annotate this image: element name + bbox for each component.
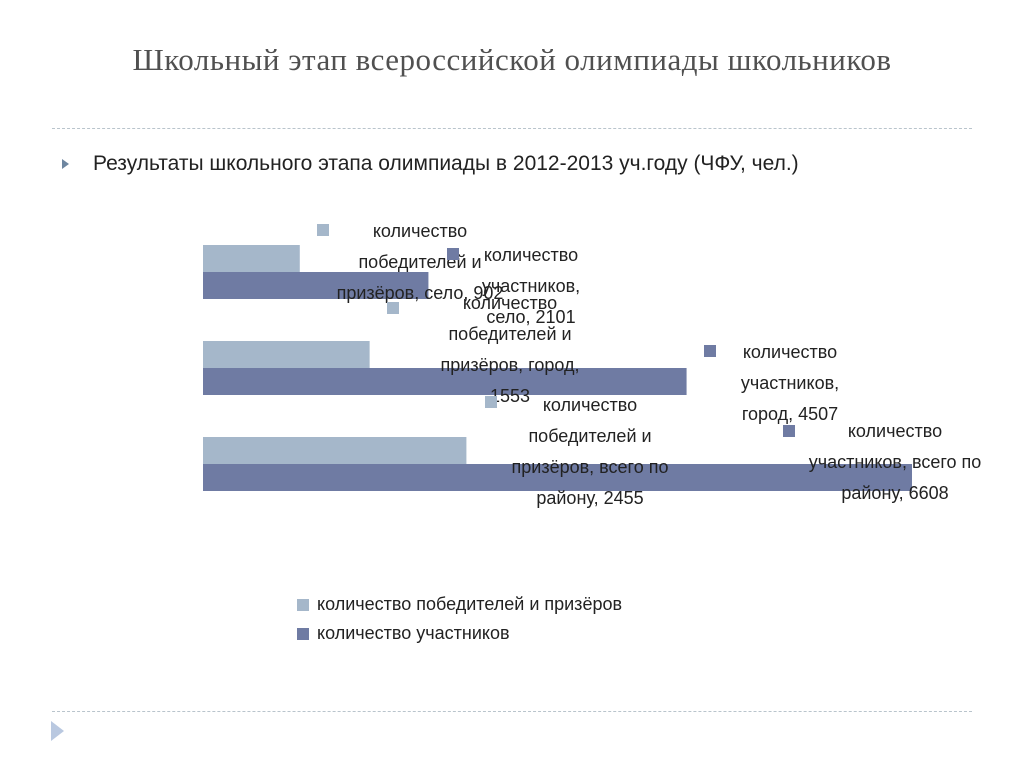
data-label-marker-winners-1	[387, 302, 399, 314]
data-label-marker-participants-0	[447, 248, 459, 260]
slide-nav-triangle-icon	[51, 721, 64, 741]
data-label-winners-2: количество победителей и призёров, всего…	[511, 395, 669, 508]
data-label-marker-participants-2	[783, 425, 795, 437]
slide-title: Школьный этап всероссийской олимпиады шк…	[132, 42, 892, 77]
legend-swatch-participants	[297, 627, 309, 640]
bottom-divider	[52, 711, 972, 712]
data-label-marker-winners-2	[485, 396, 497, 408]
data-label-participants-2: количество участников, всего по району, …	[808, 421, 982, 503]
legend-item-winners: количество победителей и призёров	[297, 590, 622, 619]
legend-swatch-winners	[297, 598, 309, 611]
data-label-winners-1: количество победителей и призёров, город…	[440, 293, 580, 406]
bullet-row: Результаты школьного этапа олимпиады в 2…	[60, 152, 960, 176]
chart-legend: количество победителей и призёров количе…	[297, 590, 622, 648]
top-divider	[52, 128, 972, 129]
bullet-text: Результаты школьного этапа олимпиады в 2…	[93, 152, 799, 175]
bar-participants-1	[203, 368, 687, 395]
legend-item-participants: количество участников	[297, 619, 622, 648]
bar-winners-1	[203, 341, 370, 368]
bar-participants-0	[203, 272, 429, 299]
data-label-participants-1: количество участников, город, 4507	[740, 342, 840, 424]
bar-winners-0	[203, 245, 300, 272]
bar-participants-2	[203, 464, 912, 491]
bar-winners-2	[203, 437, 467, 464]
data-label-marker-winners-0	[317, 224, 329, 236]
data-label-marker-participants-1	[704, 345, 716, 357]
data-label-participants-0: количество участников, село, 2101	[481, 245, 581, 327]
triangle-bullet-icon	[62, 159, 69, 169]
legend-label-winners: количество победителей и призёров	[317, 594, 623, 614]
legend-label-participants: количество участников	[317, 623, 510, 643]
